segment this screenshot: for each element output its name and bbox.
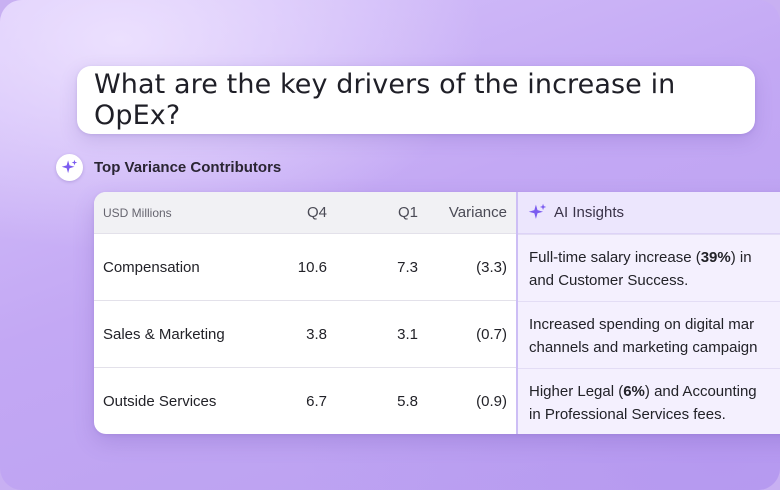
insight-line-2: and Customer Success. (529, 272, 689, 289)
table-row-sales-marketing: Sales & Marketing 3.8 3.1 (0.7) (94, 300, 780, 368)
row-label: Outside Services (103, 393, 217, 410)
row-q4: 6.7 (306, 393, 327, 410)
insight-line-1: Increased spending on digital mar (529, 313, 780, 336)
insight-text: ) and Accounting (644, 383, 757, 400)
insight-highlight: 6% (623, 383, 645, 400)
table-row-outside-services: Outside Services 6.7 5.8 (0.9) (94, 367, 780, 434)
row-label: Compensation (103, 259, 200, 276)
insight-sales-marketing: Increased spending on digital mar channe… (518, 301, 780, 368)
ai-insights-column: AI Insights Full-time salary increase (3… (516, 192, 780, 434)
insight-line-2: in Professional Services fees. (529, 406, 726, 423)
row-variance: (0.9) (476, 393, 507, 410)
sparkle-icon-badge (56, 153, 83, 181)
header-q4: Q4 (306, 204, 327, 221)
ai-insights-title: AI Insights (554, 204, 625, 221)
question-bubble: What are the key drivers of the increase… (77, 66, 755, 134)
insight-text: Higher Legal ( (529, 383, 624, 400)
row-variance: (3.3) (476, 259, 507, 276)
header-usd-millions: USD Millions (103, 205, 172, 220)
row-q1: 5.8 (397, 393, 418, 410)
header-q1: Q1 (397, 204, 418, 221)
insight-compensation: Full-time salary increase (39%) in and C… (518, 234, 780, 301)
insight-highlight: 39% (700, 249, 731, 266)
table-row-compensation: Compensation 10.6 7.3 (3.3) (94, 233, 780, 301)
sparkle-icon (61, 159, 78, 173)
question-text: What are the key drivers of the increase… (94, 69, 676, 131)
insight-line-2: channels and marketing campaign (529, 339, 758, 356)
insight-outside-services: Higher Legal (6%) and Accounting in Prof… (518, 368, 780, 434)
variance-table: USD Millions Q4 Q1 Variance Compensation… (94, 192, 780, 434)
section-header: Top Variance Contributors (56, 152, 281, 182)
row-variance: (0.7) (476, 326, 507, 343)
row-q4: 3.8 (306, 326, 327, 343)
insight-text: ) in (730, 249, 752, 266)
insight-line-1: Higher Legal (6%) and Accounting (529, 380, 780, 403)
sparkle-icon (528, 203, 547, 219)
insight-text: Full-time salary increase ( (529, 249, 701, 266)
row-q1: 3.1 (397, 326, 418, 343)
header-variance: Variance (448, 204, 507, 221)
insight-line-1: Full-time salary increase (39%) in (529, 246, 780, 269)
insight-text: Increased spending on digital mar (529, 316, 755, 333)
ai-insights-header: AI Insights (518, 192, 780, 234)
section-title: Top Variance Contributors (94, 158, 282, 176)
row-label: Sales & Marketing (103, 326, 225, 343)
row-q1: 7.3 (397, 259, 418, 276)
row-q4: 10.6 (297, 259, 327, 276)
